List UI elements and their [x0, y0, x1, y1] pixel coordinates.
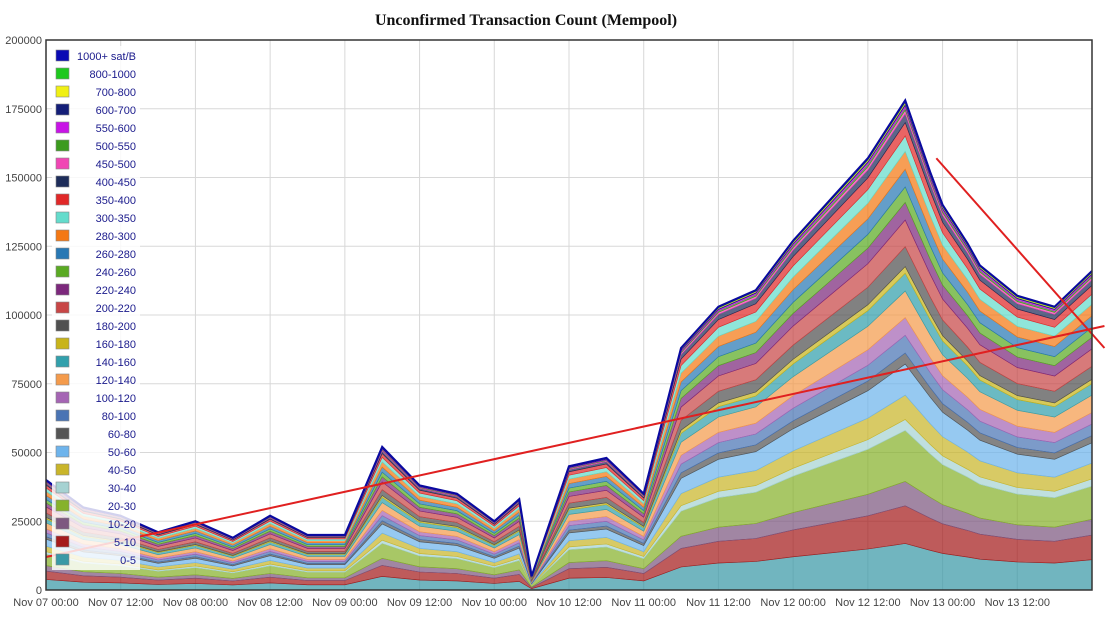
y-tick-label: 75000: [11, 379, 42, 391]
legend: 1000+ sat/B 800-1000 700-800 600-700 550-600…: [52, 46, 140, 570]
legend-swatch: [55, 211, 70, 224]
legend-label: 700-800: [96, 87, 136, 99]
x-tick-label: Nov 08 12:00: [237, 597, 302, 609]
x-tick-label: Nov 13 00:00: [910, 597, 975, 609]
legend-swatch: [55, 121, 70, 134]
legend-label: 100-120: [96, 393, 136, 405]
legend-swatch: [55, 481, 70, 494]
legend-label: 0-5: [120, 555, 136, 567]
legend-label: 220-240: [96, 285, 136, 297]
x-tick-label: Nov 10 12:00: [536, 597, 601, 609]
x-axis: Nov 07 00:00 Nov 07 12:00 Nov 08 00:00 Nov …: [13, 597, 1050, 609]
legend-swatch: [55, 463, 70, 476]
legend-label: 280-300: [96, 231, 136, 243]
x-tick-label: Nov 11 12:00: [686, 597, 751, 609]
y-tick-label: 200000: [5, 35, 42, 47]
legend-swatch: [55, 103, 70, 116]
legend-swatch: [55, 445, 70, 458]
legend-label: 50-60: [108, 447, 136, 459]
x-tick-label: Nov 10 00:00: [462, 597, 527, 609]
legend-swatch: [55, 517, 70, 530]
legend-swatch: [55, 301, 70, 314]
legend-label: 80-100: [102, 411, 136, 423]
x-tick-label: Nov 11 00:00: [611, 597, 676, 609]
legend-swatch: [55, 391, 70, 404]
legend-swatch: [55, 427, 70, 440]
legend-swatch: [55, 499, 70, 512]
legend-label: 240-260: [96, 267, 136, 279]
trend-lines: [45, 157, 1106, 558]
x-tick-label: Nov 07 00:00: [13, 597, 78, 609]
legend-swatch: [55, 157, 70, 170]
legend-label: 30-40: [108, 483, 136, 495]
x-tick-label: Nov 13 12:00: [985, 597, 1050, 609]
x-tick-label: Nov 09 12:00: [387, 597, 452, 609]
legend-swatch: [55, 175, 70, 188]
legend-label: 600-700: [96, 105, 136, 117]
total-line: [45, 98, 1093, 577]
legend-swatch: [55, 49, 70, 62]
legend-label: 350-400: [96, 195, 136, 207]
legend-label: 20-30: [108, 501, 136, 513]
y-tick-label: 100000: [5, 310, 42, 322]
legend-swatch: [55, 409, 70, 422]
total-outline: [45, 98, 1093, 577]
legend-swatch: [55, 139, 70, 152]
legend-label: 180-200: [96, 321, 136, 333]
legend-swatch: [55, 67, 70, 80]
legend-label: 5-10: [114, 537, 136, 549]
chart-title: Unconfirmed Transaction Count (Mempool): [374, 12, 678, 29]
trend-line: [935, 157, 1106, 349]
legend-swatch: [55, 553, 70, 566]
legend-swatch: [55, 283, 70, 296]
x-tick-label: Nov 12 12:00: [835, 597, 900, 609]
y-tick-label: 175000: [5, 104, 42, 116]
legend-label: 400-450: [96, 177, 136, 189]
x-tick-label: Nov 09 00:00: [312, 597, 377, 609]
legend-swatch: [55, 535, 70, 548]
legend-label: 1000+ sat/B: [77, 51, 136, 63]
legend-swatch: [55, 247, 70, 260]
y-tick-label: 25000: [11, 516, 42, 528]
legend-label: 550-600: [96, 123, 136, 135]
y-tick-label: 150000: [5, 173, 42, 185]
legend-label: 300-350: [96, 213, 136, 225]
y-axis: 0 25000 50000 75000 100000 125000 150000 175000…: [5, 35, 42, 597]
legend-swatch: [55, 229, 70, 242]
legend-swatch: [55, 265, 70, 278]
legend-swatch: [55, 337, 70, 350]
legend-label: 40-50: [108, 465, 136, 477]
legend-swatch: [55, 193, 70, 206]
plot-frame: [45, 39, 1093, 591]
x-tick-label: Nov 12 00:00: [760, 597, 825, 609]
y-tick-label: 125000: [5, 241, 42, 253]
trend-line: [45, 325, 1105, 558]
legend-label: 450-500: [96, 159, 136, 171]
y-tick-label: 50000: [11, 448, 42, 460]
legend-label: 160-180: [96, 339, 136, 351]
x-tick-label: Nov 07 12:00: [88, 597, 153, 609]
legend-label: 120-140: [96, 375, 136, 387]
y-tick-label: 0: [36, 585, 42, 597]
legend-label: 260-280: [96, 249, 136, 261]
legend-label: 10-20: [108, 519, 136, 531]
legend-swatch: [55, 373, 70, 386]
legend-label: 500-550: [96, 141, 136, 153]
legend-label: 60-80: [108, 429, 136, 441]
legend-swatch: [55, 355, 70, 368]
legend-swatch: [55, 319, 70, 332]
legend-label: 200-220: [96, 303, 136, 315]
legend-swatch: [55, 85, 70, 98]
legend-label: 800-1000: [90, 69, 137, 81]
x-tick-label: Nov 08 00:00: [163, 597, 228, 609]
legend-label: 140-160: [96, 357, 136, 369]
